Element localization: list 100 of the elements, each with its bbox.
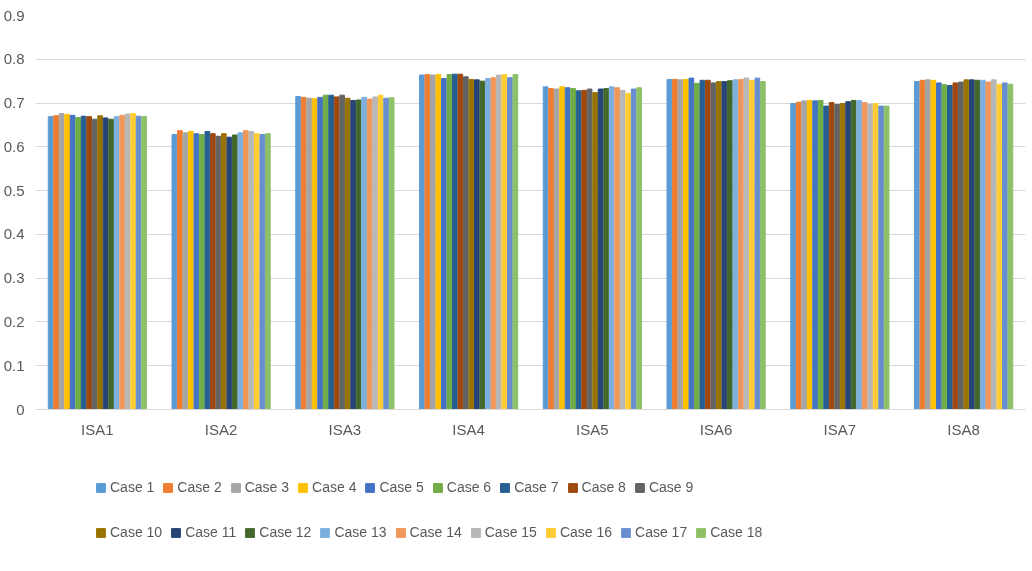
bar <box>996 83 1003 410</box>
bar <box>97 115 103 410</box>
bar <box>226 136 233 410</box>
bar <box>823 105 829 410</box>
legend-label: Case 2 <box>177 479 222 495</box>
bar <box>295 95 301 410</box>
bar <box>182 132 189 410</box>
bar <box>878 105 884 410</box>
bar <box>941 84 948 410</box>
legend-label: Case 15 <box>484 524 537 540</box>
bar <box>424 74 431 410</box>
bar <box>856 99 862 410</box>
bar <box>446 74 453 410</box>
bar <box>237 132 244 410</box>
legend-label: Case 10 <box>110 524 163 540</box>
bar <box>883 105 890 410</box>
bar <box>812 100 818 410</box>
legend-label: Case 13 <box>334 524 387 540</box>
x-tick-label: ISA5 <box>576 420 609 438</box>
legend-label: Case 8 <box>581 479 626 495</box>
legend-label: Case 9 <box>648 479 694 495</box>
bar <box>688 77 695 410</box>
bar <box>790 102 796 410</box>
bar <box>435 74 442 410</box>
y-tick-label: 0.5 <box>3 181 25 199</box>
legend-label: Case 16 <box>559 524 613 540</box>
legend-label: Case 7 <box>514 479 559 495</box>
bar <box>215 135 222 410</box>
bar <box>108 118 114 410</box>
legend-label: Case 17 <box>635 524 688 540</box>
legend-label: Case 12 <box>259 524 312 540</box>
x-tick-label: ISA2 <box>204 420 238 438</box>
bar <box>248 131 255 410</box>
legend-label: Case 1 <box>110 479 155 495</box>
bar <box>801 100 807 410</box>
bar <box>974 79 981 410</box>
y-tick-label: 0.4 <box>3 225 25 243</box>
bar <box>721 81 728 410</box>
y-tick-label: 0.6 <box>3 137 25 155</box>
legend-label: Case 4 <box>312 479 357 495</box>
bar <box>86 116 92 410</box>
x-tick-label: ISA3 <box>328 420 362 438</box>
bar <box>666 78 673 410</box>
bar <box>732 79 739 410</box>
y-tick-label: 0.1 <box>3 356 25 374</box>
bar <box>372 96 378 410</box>
bar <box>339 94 345 410</box>
bar <box>867 103 873 410</box>
bar <box>625 92 631 410</box>
bar <box>468 78 475 410</box>
bar <box>204 131 211 410</box>
bar <box>75 117 81 410</box>
bar <box>119 114 125 410</box>
bar <box>919 79 926 410</box>
bar <box>171 134 178 410</box>
bar <box>952 82 959 410</box>
bar <box>699 79 706 410</box>
bar <box>317 96 323 410</box>
bar <box>141 116 147 410</box>
bar <box>328 94 334 410</box>
bar <box>760 81 766 410</box>
bar <box>834 103 840 410</box>
bar <box>985 81 992 410</box>
legend-label: Case 11 <box>185 524 237 540</box>
legend-label: Case 5 <box>379 479 424 495</box>
bar <box>512 74 519 410</box>
bar <box>548 88 554 410</box>
x-tick-label: ISA8 <box>947 420 980 438</box>
bar <box>570 88 576 410</box>
bar <box>845 101 851 410</box>
bar <box>930 79 937 410</box>
bar <box>64 113 70 410</box>
bar <box>614 87 620 410</box>
bar <box>501 74 508 410</box>
y-tick-label: 0.3 <box>3 269 25 287</box>
legend-label: Case 3 <box>244 479 290 495</box>
bar <box>581 89 587 410</box>
x-tick-label: ISA4 <box>452 420 485 438</box>
bar <box>754 77 761 410</box>
bar <box>265 133 271 410</box>
bar <box>592 92 598 410</box>
bar <box>490 77 497 410</box>
bar <box>479 80 486 410</box>
bar <box>130 113 136 410</box>
bar <box>636 87 642 410</box>
y-tick-label: 0 <box>16 400 25 418</box>
bar <box>361 96 367 410</box>
bar <box>193 133 200 410</box>
y-tick-label: 0.8 <box>3 50 25 68</box>
bar <box>350 99 356 410</box>
y-tick-label: 0.2 <box>3 312 25 330</box>
bar <box>388 97 395 410</box>
bar <box>559 86 565 410</box>
bar <box>743 77 750 410</box>
bar <box>1007 83 1014 410</box>
y-tick-label: 0.7 <box>3 94 25 112</box>
legend-label: Case 18 <box>710 524 763 540</box>
bar <box>383 97 389 410</box>
legend-label: Case 14 <box>409 524 462 540</box>
bar <box>457 73 464 410</box>
